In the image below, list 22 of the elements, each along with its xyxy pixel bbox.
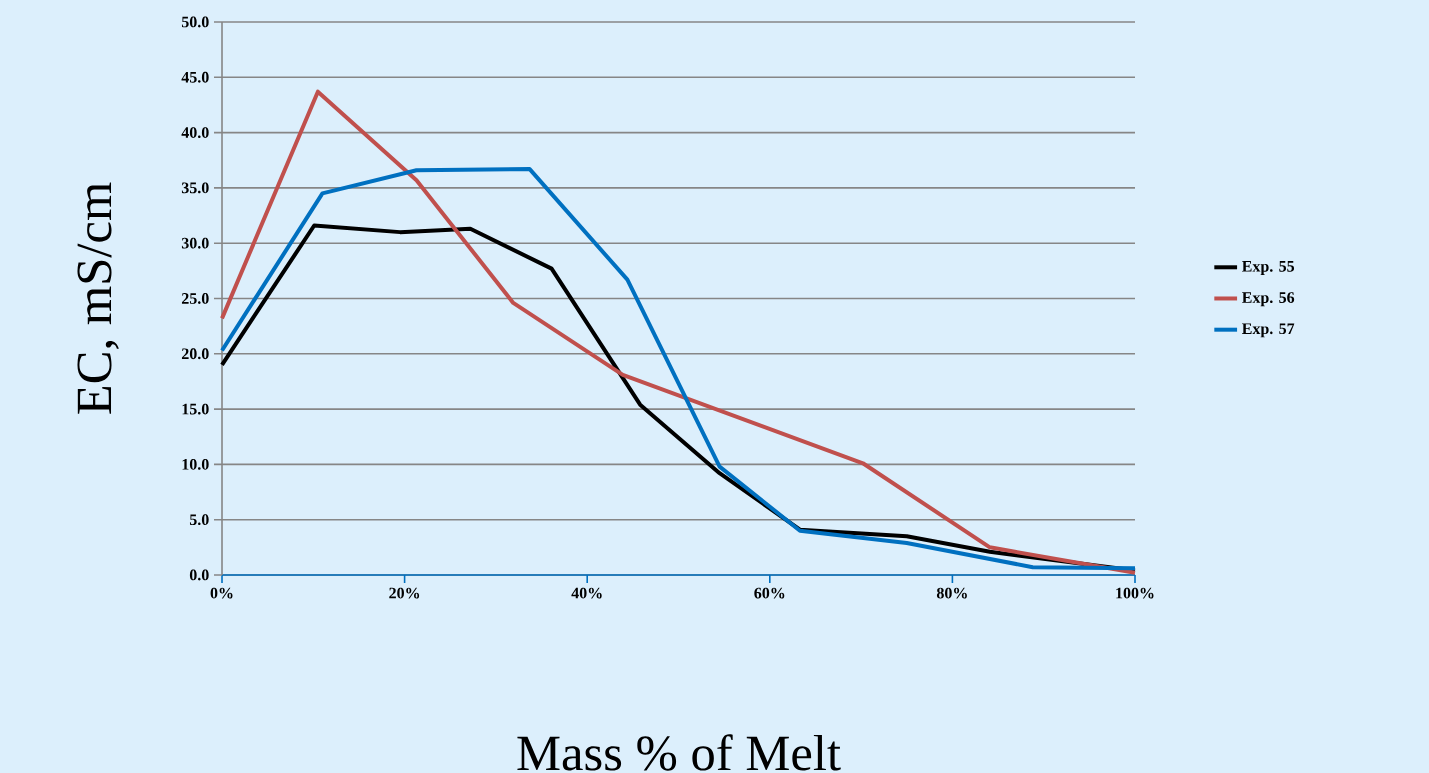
y-tick-label: 45.0 (181, 71, 209, 83)
legend-label: Exp. 55 (1242, 261, 1295, 275)
x-tick-label: 40% (571, 587, 602, 599)
y-tick-label: 50.0 (181, 16, 209, 28)
x-tick-label: 0% (210, 587, 233, 599)
y-tick-label: 30.0 (181, 237, 209, 249)
y-tick-label: 40.0 (181, 127, 209, 139)
x-tick-label: 80% (936, 587, 967, 599)
y-tick-label: 5.0 (189, 514, 209, 526)
x-tick-label: 100% (1116, 587, 1154, 599)
y-tick-label: 20.0 (181, 348, 209, 360)
y-tick-label: 0.0 (189, 569, 209, 581)
legend-label: Exp. 56 (1242, 292, 1295, 307)
y-tick-label: 15.0 (182, 403, 209, 415)
y-tick-label: 25.0 (181, 293, 209, 304)
x-tick-label: 60% (754, 587, 785, 599)
y-tick-label: 35.0 (181, 182, 209, 194)
x-tick-label: 20% (389, 587, 420, 599)
x-axis-title: Mass % of Melt (517, 734, 841, 771)
y-tick-label: 10.0 (182, 458, 209, 470)
legend-label: Exp. 57 (1242, 323, 1295, 338)
y-axis-title: EC, mS/cm (77, 182, 119, 414)
